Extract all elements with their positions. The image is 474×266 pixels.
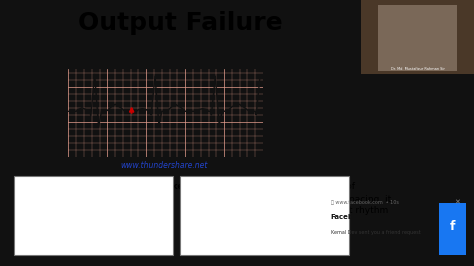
Text: Pacing spikes are absent
(red arrow).: Pacing spikes are absent (red arrow). xyxy=(22,206,137,226)
Bar xyxy=(378,5,457,71)
Text: Output Failure: Output Failure xyxy=(78,11,283,35)
Text: www.thundershare.net: www.thundershare.net xyxy=(120,161,208,170)
Text: Kemal Dev sent you a friend request: Kemal Dev sent you a friend request xyxy=(330,230,420,235)
Text: Facebook: Facebook xyxy=(330,214,368,220)
Text: f: f xyxy=(450,220,456,232)
Bar xyxy=(439,203,466,255)
Text: The full or partial absence of: The full or partial absence of xyxy=(187,182,356,191)
Text: Remember:: Remember: xyxy=(187,182,246,191)
Text: ✕: ✕ xyxy=(454,200,460,206)
Text: Dr. Md. Mustafizur Rahman Sir: Dr. Md. Mustafizur Rahman Sir xyxy=(391,67,445,71)
Text: 🌐 www.facebook.com  • 10s: 🌐 www.facebook.com • 10s xyxy=(330,200,399,205)
Text: Electrocardiogram of pacemaker
malfunction:: Electrocardiogram of pacemaker malfuncti… xyxy=(22,182,188,202)
Bar xyxy=(14,176,173,255)
Bar xyxy=(180,176,349,255)
Text: spikes does not mean a problem of pacing, it
can be inhibited by a patient's hea: spikes does not mean a problem of pacing… xyxy=(187,195,392,226)
